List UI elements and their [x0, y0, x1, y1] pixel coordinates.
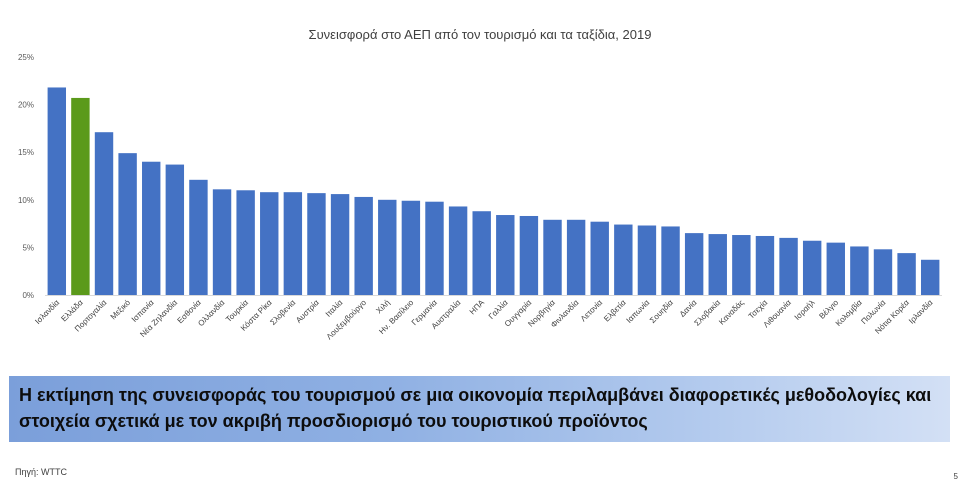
y-tick-label: 20%	[18, 101, 34, 110]
bar	[920, 259, 940, 295]
bar	[779, 237, 798, 295]
chart-title: Συνεισφορά στο ΑΕΠ από τον τουρισμό και …	[308, 27, 652, 42]
bar	[897, 253, 916, 295]
y-axis: 0% 5% 10% 15% 20% 25%	[18, 53, 34, 300]
bar	[802, 240, 822, 295]
bar	[590, 221, 609, 295]
bar	[684, 233, 704, 295]
bar	[378, 199, 397, 295]
x-tick-label: Ελβετία	[602, 298, 628, 324]
x-tick-label: Λετονία	[579, 298, 605, 324]
bar	[142, 161, 161, 295]
x-tick-label: Ιαπωνία	[625, 298, 652, 325]
bar	[637, 225, 657, 295]
x-tick-label: Ολλανδία	[196, 298, 226, 328]
page-number: 5	[953, 472, 958, 481]
bar	[354, 196, 373, 295]
x-tick-label: Κολομβία	[834, 298, 864, 328]
x-tick-label: Ιταλία	[324, 298, 345, 319]
x-tick-label: Χιλή	[374, 298, 391, 315]
bar	[873, 249, 893, 295]
x-tick-label: Ισλανδία	[33, 298, 61, 326]
x-tick-label: Σλοβακία	[693, 298, 723, 328]
bar	[543, 219, 562, 295]
bar	[850, 246, 869, 295]
source-label: Πηγή: WTTC	[15, 467, 68, 477]
bar	[708, 234, 727, 295]
x-tick-label: ΗΠΑ	[468, 298, 487, 317]
bar	[118, 153, 137, 295]
note-banner: Η εκτίμηση της συνεισφοράς του τουρισμού…	[9, 376, 950, 442]
y-tick-label: 0%	[22, 291, 34, 300]
bars	[47, 87, 940, 296]
bar	[496, 215, 515, 295]
bar	[212, 189, 232, 295]
bar-chart: 0% 5% 10% 15% 20% 25% ΙσλανδίαΕλλάδαΠορτογαλί…	[18, 53, 942, 342]
bar	[71, 97, 90, 295]
bar	[661, 226, 680, 295]
bar	[330, 194, 350, 295]
bar	[260, 192, 279, 295]
y-tick-label: 15%	[18, 148, 34, 157]
bar	[614, 224, 633, 295]
bar	[566, 219, 586, 295]
x-tick-label: Αυστρία	[294, 298, 321, 325]
bar	[94, 132, 114, 295]
x-tick-label: Καναδάς	[717, 298, 746, 327]
bar	[425, 201, 444, 295]
bar	[401, 200, 421, 295]
y-tick-label: 10%	[18, 196, 34, 205]
bar	[732, 235, 751, 295]
bar	[755, 235, 775, 295]
bar	[519, 215, 539, 295]
bar	[826, 242, 845, 295]
bar	[448, 206, 468, 295]
bar	[307, 193, 326, 295]
bar	[283, 192, 303, 295]
bar	[189, 179, 208, 295]
bar	[47, 87, 67, 296]
bar	[236, 190, 255, 295]
x-tick-label: Ιρλανδία	[907, 298, 935, 326]
x-tick-label: Σλοβενία	[268, 298, 297, 327]
x-tick-label: Ισραήλ	[793, 298, 817, 322]
y-tick-label: 25%	[18, 53, 34, 62]
x-tick-label: Σουηδία	[648, 298, 675, 325]
x-tick-label: Δανία	[678, 298, 699, 319]
bar	[472, 211, 491, 295]
y-tick-label: 5%	[22, 243, 34, 252]
note-text: Η εκτίμηση της συνεισφοράς του τουρισμού…	[19, 385, 932, 431]
bar	[165, 164, 185, 295]
